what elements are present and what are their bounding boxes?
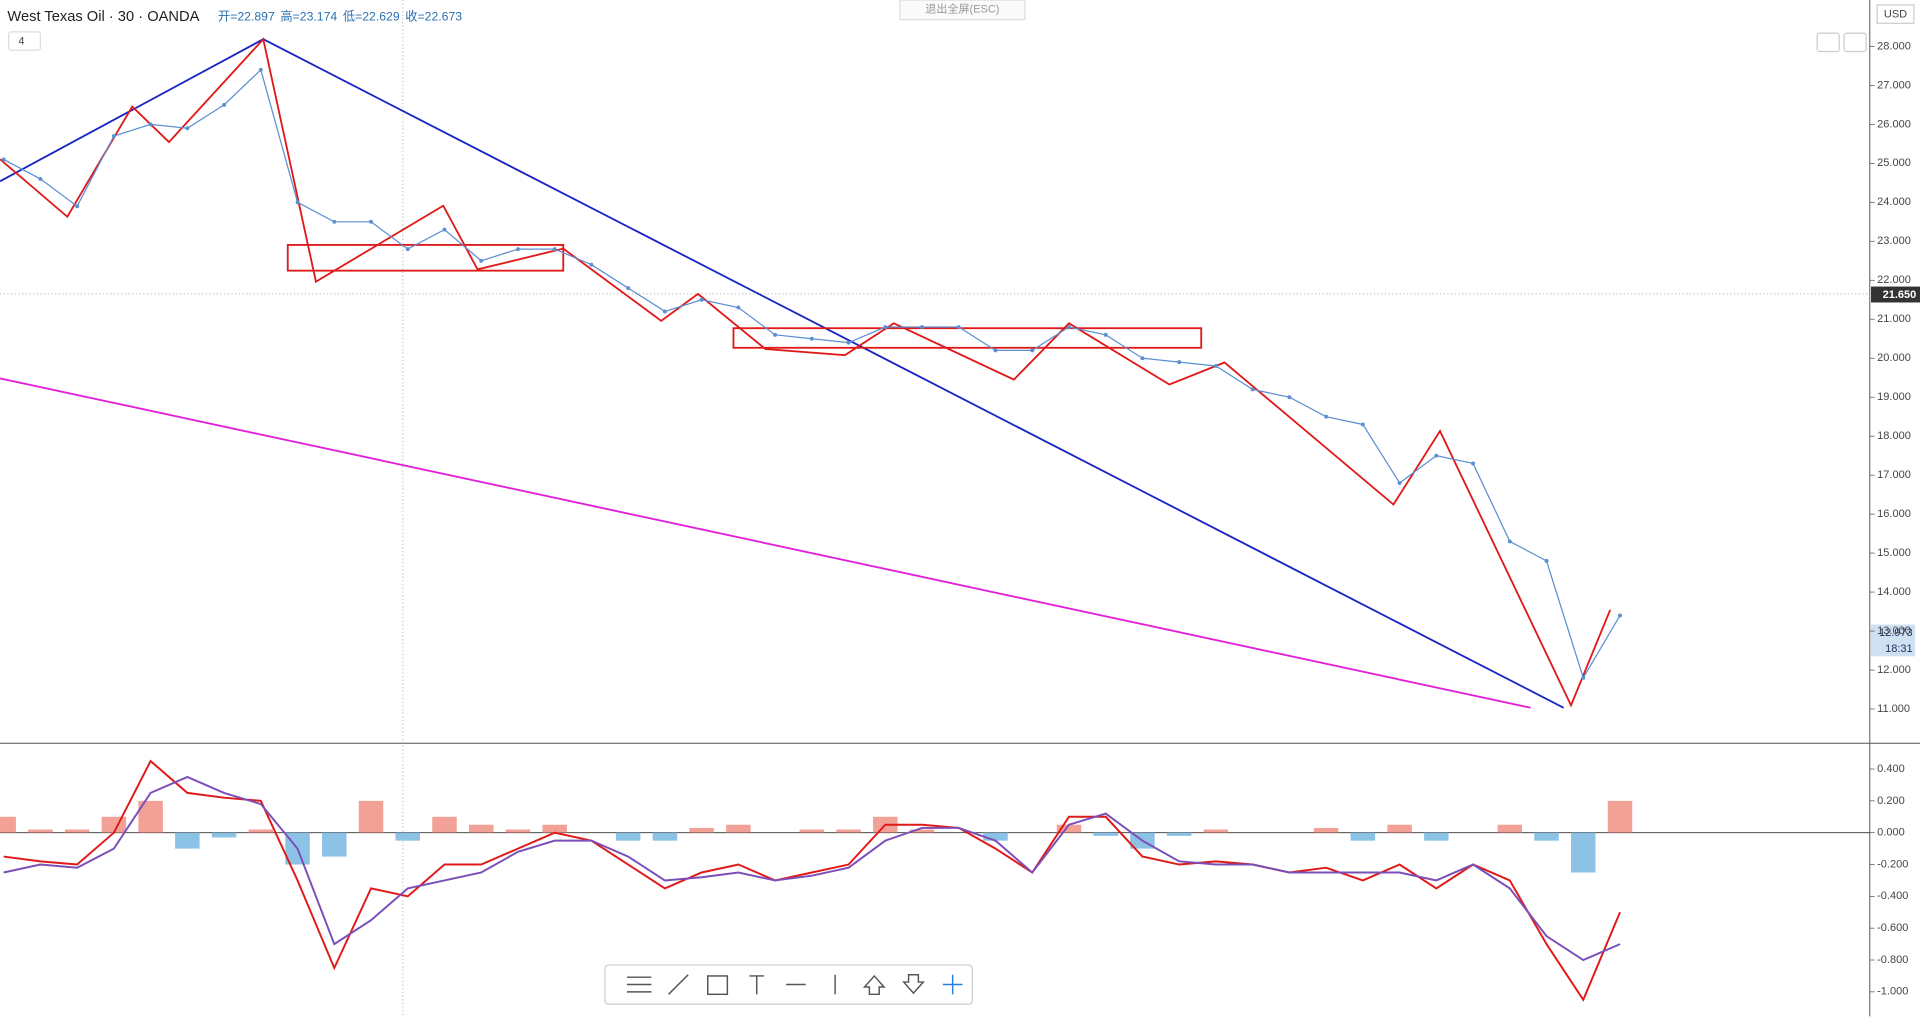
y-tick-label: 14.000 (1877, 586, 1911, 598)
y-tick-label: -0.600 (1877, 922, 1908, 934)
countdown: 18:31 (1885, 643, 1913, 655)
y-tick-label: 17.000 (1877, 469, 1911, 481)
ohlc-value: 开=22.897 (218, 9, 275, 23)
tool-rect[interactable] (707, 975, 729, 996)
indicator-toggle[interactable] (7, 31, 42, 51)
y-tick-label: 25.000 (1877, 157, 1911, 169)
histogram-bar (689, 827, 714, 833)
y-tick-label: 28.000 (1877, 40, 1911, 52)
trend-line (0, 377, 1531, 709)
ohlc-value: 低=22.629 (343, 9, 400, 23)
last-price: 12.973 (1879, 627, 1913, 639)
tool-trend[interactable] (668, 974, 689, 995)
y-tick-label: -0.800 (1877, 954, 1908, 966)
fullscreen-button[interactable] (1843, 32, 1867, 53)
histogram-bar (64, 829, 90, 833)
exit-fullscreen-label: 退出全屏(ESC) (925, 2, 999, 16)
y-tick-label: 21.000 (1877, 313, 1911, 325)
histogram-bar (1056, 824, 1082, 833)
histogram-bar (432, 816, 457, 833)
histogram-bar (726, 824, 751, 833)
y-tick-label: 16.000 (1877, 508, 1911, 520)
histogram-bar (505, 829, 531, 833)
y-tick-label: 20.000 (1877, 352, 1911, 364)
y-tick-label: 13.000 (1877, 625, 1911, 637)
histogram-bar (1203, 829, 1229, 833)
histogram-bar (799, 829, 825, 833)
zigzag (0, 37, 1612, 708)
last-price-tag (1871, 624, 1916, 657)
tool-lines[interactable] (626, 976, 652, 993)
histogram-bar (1571, 832, 1596, 873)
histogram-bar (468, 824, 494, 833)
y-tick-label: -0.200 (1877, 858, 1908, 870)
series-line (3, 759, 1621, 1002)
histogram-bar (983, 832, 1008, 841)
y-tick-label: 15.000 (1877, 547, 1911, 559)
histogram-bar (1166, 832, 1192, 836)
y-tick-label: 26.000 (1877, 118, 1911, 130)
histogram-bar (248, 829, 274, 833)
series-line (3, 68, 1621, 680)
tool-arrow-down[interactable] (902, 973, 925, 995)
currency: USD (1884, 9, 1907, 21)
y-tick-label: -1.000 (1877, 986, 1908, 998)
y-tick-label: 19.000 (1877, 391, 1911, 403)
exit-fullscreen[interactable] (899, 0, 1026, 21)
y-tick-label: 12.000 (1877, 664, 1911, 676)
histogram-bar (211, 832, 237, 838)
indicator-count: 4 (18, 36, 24, 48)
y-tick-label: 22.000 (1877, 274, 1911, 286)
histogram-bar (322, 832, 347, 857)
histogram-bar (28, 829, 53, 833)
histogram-bar (909, 829, 935, 833)
histogram-bar (652, 832, 678, 841)
y-tick-label: 11.000 (1877, 703, 1910, 715)
histogram-bar (1497, 824, 1523, 833)
histogram-bar (1607, 800, 1633, 833)
histogram-bar (836, 829, 861, 833)
y-tick-label: 18.000 (1877, 430, 1911, 442)
tool-text[interactable] (749, 975, 765, 995)
scroll-button[interactable] (1816, 32, 1840, 53)
histogram-bar (1313, 827, 1339, 833)
ohlc-value: 收=22.673 (405, 9, 462, 23)
histogram-bar (1350, 832, 1376, 841)
crosshair-price: 21.650 (1883, 289, 1917, 301)
y-tick-label: 0.000 (1877, 827, 1905, 839)
histogram-bar (1093, 832, 1118, 836)
histogram-bar (101, 816, 127, 833)
y-tick-label: -0.400 (1877, 890, 1908, 902)
histogram-bar (358, 800, 384, 833)
histogram-bar (542, 824, 567, 833)
y-tick-label: 0.400 (1877, 763, 1905, 775)
tool-cross[interactable] (942, 974, 963, 995)
y-tick-label: 23.000 (1877, 235, 1911, 247)
histogram-bar (1424, 832, 1449, 841)
y-tick-label: 27.000 (1877, 79, 1911, 91)
series-line (3, 775, 1621, 962)
symbol-title: West Texas Oil · 30 · OANDA (7, 9, 199, 25)
histogram-bar (1387, 824, 1412, 833)
range-box (732, 327, 1203, 349)
range-box (286, 244, 565, 272)
drawing-toolbar (604, 964, 973, 1005)
histogram-bar (175, 832, 200, 849)
histogram-bar (1534, 832, 1559, 841)
crosshair-tag (1871, 286, 1920, 303)
y-tick-label: 0.200 (1877, 795, 1905, 807)
y-tick-label: 24.000 (1877, 196, 1911, 208)
histogram-bar (615, 832, 641, 841)
ohlc-value: 高=23.174 (280, 8, 337, 23)
currency-box (1876, 4, 1915, 24)
histogram-bar (395, 832, 420, 841)
tool-arrow-up[interactable] (862, 974, 886, 996)
histogram-bar (0, 816, 16, 833)
